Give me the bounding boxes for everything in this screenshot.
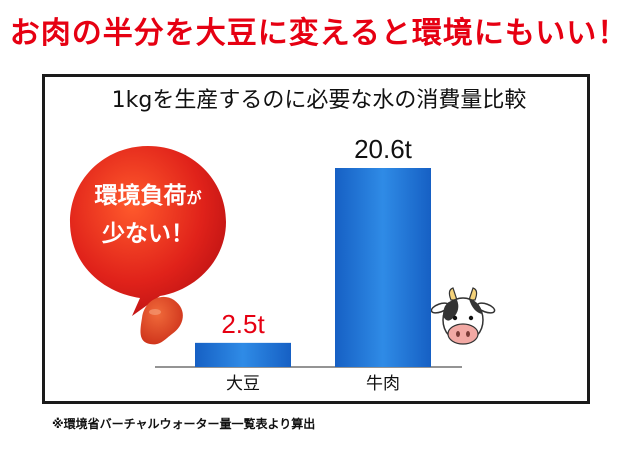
cow-icon [430,287,496,345]
headline: お肉の半分を大豆に変えると環境にもいい！ [9,16,629,51]
value-label-soy: 2.5t [221,309,265,339]
chart-title: 1kgを生産するのに必要な水の消費量比較 [111,88,527,113]
soybean-illustration [140,296,183,345]
bubble-particle: が [186,189,202,207]
bubble-text: 環境負荷が 少ない！ [73,178,223,252]
bar-beef [335,168,431,367]
bar-soy [195,342,291,367]
footnote: ※環境省バーチャルウォーター量一覧表より算出 [52,417,316,431]
category-label-soy: 大豆 [226,374,260,394]
speech-bubble [70,146,226,316]
bubble-line2: 少ない！ [102,221,194,247]
bubble-line1: 環境負荷 [94,183,187,209]
category-label-beef: 牛肉 [366,374,400,394]
value-label-beef: 20.6t [354,134,413,164]
